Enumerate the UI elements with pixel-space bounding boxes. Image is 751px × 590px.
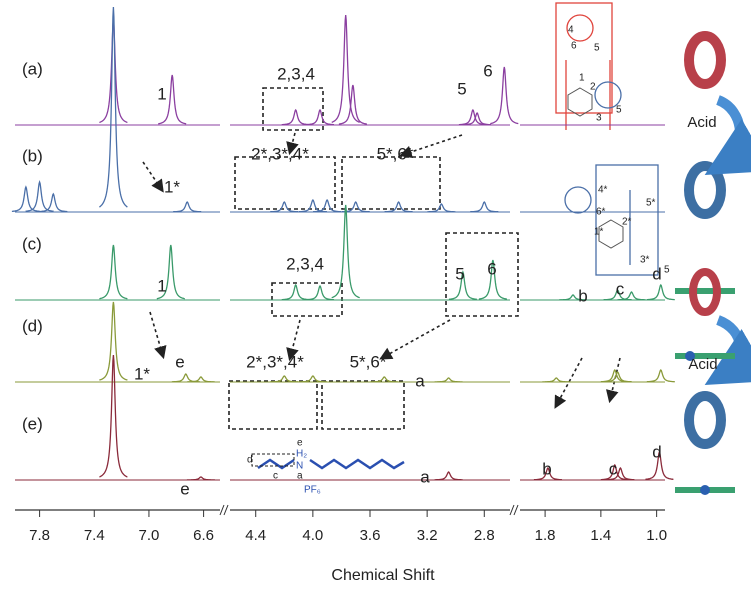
peak-annotation: e [180,479,189,498]
peak-annotation: a [420,467,430,486]
peak [435,378,463,382]
peak [282,285,310,300]
x-tick-label: 3.2 [417,527,438,544]
peak [490,67,518,124]
peak-annotation: 6 [487,259,496,278]
chart: Chemical Shift (a) (b) (c) (d) (e) 7.8 7.4 7.0 6… [0,0,751,590]
peak-annotation: 5 [457,79,466,98]
structure-label: 1 [579,73,585,84]
structure-label: 5 [594,43,600,54]
peak [647,285,675,300]
peak-annotation: e [175,352,184,371]
peak [270,202,298,212]
peak [187,477,215,480]
peak [99,7,127,207]
structure-label: 2* [622,217,632,228]
peak-annotation: 2,3,4 [277,64,315,83]
peak [435,472,463,480]
x-tick-label: 4.4 [245,527,266,544]
peak [427,204,455,212]
peak [187,377,215,382]
axle-label: N [296,461,303,472]
series-label: (a) [22,59,43,78]
peak [339,85,367,124]
peak-annotation: 1 [157,84,166,103]
peak-annotation: a [415,371,425,390]
peak [99,245,127,299]
x-tick-label: 3.6 [360,527,381,544]
peak-annotation: b [542,459,551,478]
structure-label: 1* [594,227,604,238]
axle-label: d [247,455,253,466]
structure-label: 3* [640,255,650,266]
peak [306,110,334,125]
peak [647,370,675,382]
x-tick-label: 4.0 [302,527,323,544]
axle-label: a [297,471,303,482]
peak [542,378,570,382]
peak-annotation: 1* [134,364,150,383]
x-tick-label: 1.0 [646,527,667,544]
peak [470,202,498,212]
structure-label: 6* [596,207,606,218]
structure-label: 5* [646,198,656,209]
axle-label: H₂ [296,449,307,460]
axis-break [510,505,518,515]
peak-annotation: Acid [687,114,716,131]
peak-annotation: c [616,279,625,298]
peak-annotation: 2*,3*,4* [246,352,304,371]
series-label: (b) [22,146,43,165]
structure-label: 4 [568,25,574,36]
peak [99,355,127,477]
peak-annotation: 6 [483,61,492,80]
dashed-boxes [229,88,518,429]
peak-annotation: d [652,264,661,283]
x-tick-label: 1.8 [535,527,556,544]
peak [306,286,334,300]
peak-annotation: 2,3,4 [286,254,324,273]
axle-label: c [273,471,278,482]
structure-label: 4* [598,185,608,196]
x-axis-title: Chemical Shift [331,567,435,584]
peak [282,110,310,125]
peak-annotation: 5*,6* [377,144,414,163]
peak-annotation: 5 [455,264,464,283]
structure-label: 5 [616,105,622,116]
peak-annotation: 1* [164,177,180,196]
x-tick-label: 2.8 [474,527,495,544]
peak-annotation: c [609,459,618,478]
series-label: (d) [22,316,43,335]
peak [370,377,398,382]
icons [675,36,740,495]
axle-label: e [297,438,303,449]
x-tick-label: 7.0 [139,527,160,544]
peak [99,302,127,380]
peak [601,370,629,382]
peak [173,202,201,212]
x-tick-label: 7.4 [84,527,105,544]
peak [385,202,413,212]
structure-label: 3 [596,113,602,124]
peak-annotation: d [652,442,661,461]
structure-label: 6 [571,41,577,52]
x-tick-label: 7.8 [29,527,50,544]
x-tick-label: 1.4 [590,527,611,544]
peak-annotation: b [578,286,587,305]
x-tick-label: 6.6 [193,527,214,544]
peak-annotation: 2*,3*,4* [251,144,309,163]
structure-label: 5 [664,265,670,276]
series-label: (e) [22,414,43,433]
axle-label: PF₆ [304,485,321,496]
peak-annotation: 1 [157,276,166,295]
peak [99,20,127,123]
structure-label: 2 [590,82,596,93]
peak-annotation: 5*,6* [350,352,387,371]
series-label: (c) [22,234,42,253]
peak-annotation: Acid [688,356,717,373]
peak [12,187,40,211]
axis-break [220,505,228,515]
